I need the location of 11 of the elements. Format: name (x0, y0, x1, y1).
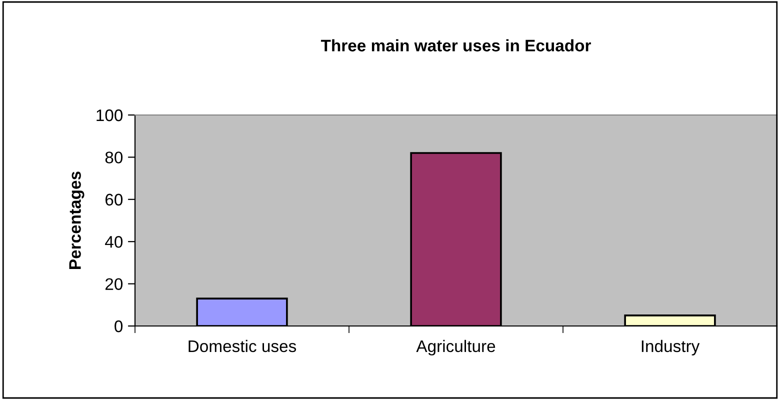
y-tick-label: 20 (105, 278, 123, 290)
y-axis-title: Percentages (69, 172, 84, 269)
y-tick-label: 100 (96, 109, 123, 122)
x-tick-label: Domestic uses (188, 340, 296, 352)
y-tick-label: 40 (105, 236, 123, 248)
y-tick-label: 0 (114, 320, 123, 332)
x-tick-label: Agriculture (416, 340, 496, 356)
chart-title: Three main water uses in Ecuador (320, 39, 591, 52)
y-tick-label: 60 (106, 194, 123, 206)
y-tick-label: 80 (105, 152, 123, 164)
x-tick-label: Industry (642, 340, 700, 356)
